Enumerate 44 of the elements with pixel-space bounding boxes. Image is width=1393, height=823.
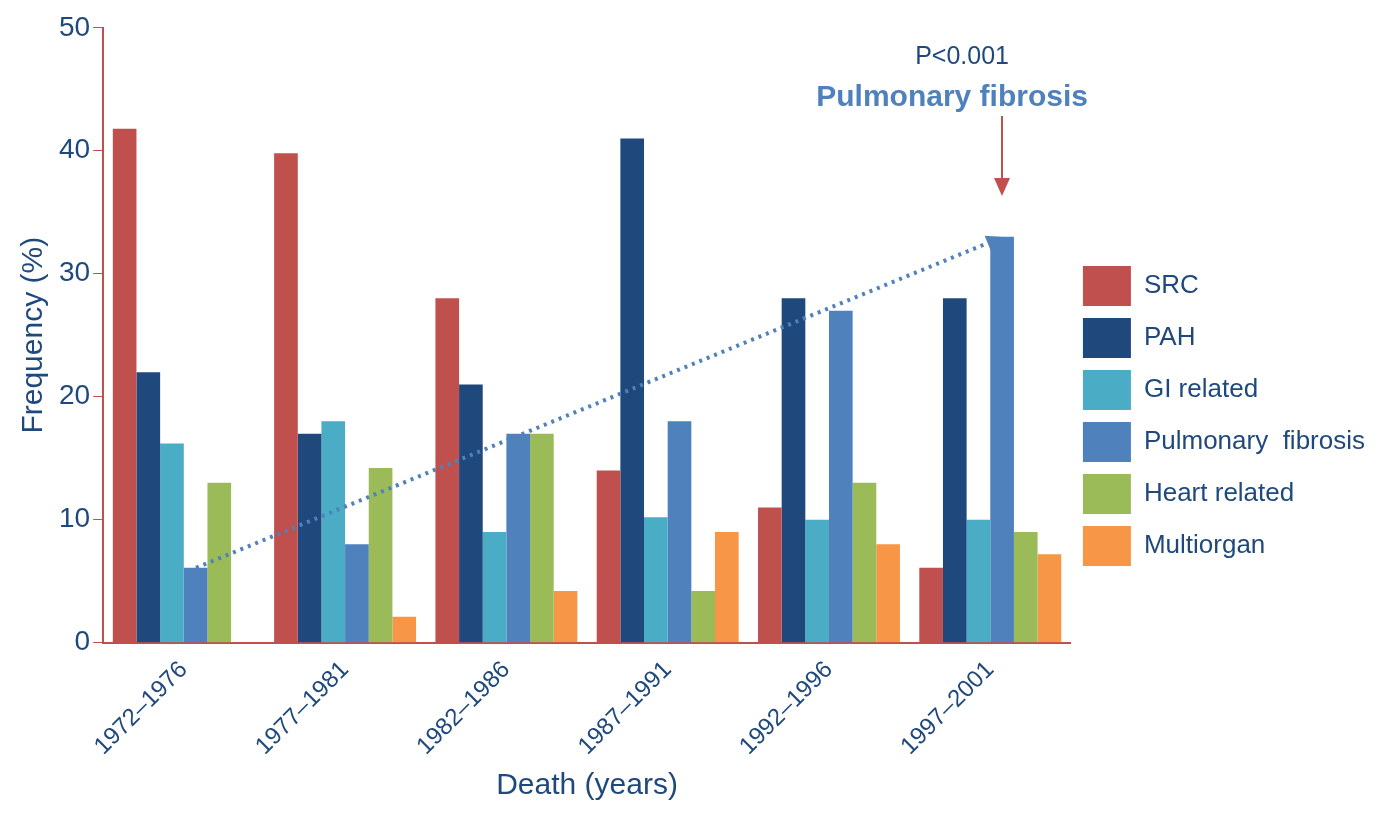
- legend-label: Pulmonary fibrosis: [1143, 425, 1365, 456]
- bar: [160, 443, 184, 643]
- bar: [715, 532, 739, 643]
- bar: [136, 372, 161, 643]
- legend-label: GI related: [1143, 373, 1259, 404]
- bar: [392, 616, 417, 643]
- bar: [781, 298, 806, 643]
- bar: [852, 482, 877, 643]
- bar: [297, 433, 322, 643]
- y-tick-label: 10: [58, 502, 91, 534]
- bar: [620, 138, 645, 643]
- bar: [1013, 532, 1038, 643]
- y-tick-label: 50: [58, 10, 91, 42]
- bar: [876, 544, 900, 643]
- bar: [345, 544, 369, 643]
- bar: [691, 591, 715, 643]
- y-tick-label: 30: [58, 256, 91, 288]
- bar: [368, 468, 393, 643]
- bar: [530, 433, 554, 643]
- bar: [828, 310, 853, 643]
- bar: [942, 298, 967, 643]
- annotation: P<0.001: [915, 41, 1010, 69]
- legend-label: PAH: [1143, 321, 1196, 352]
- bar: [506, 433, 531, 643]
- bar: [459, 384, 483, 643]
- y-tick-label: 20: [58, 379, 91, 411]
- bar: [321, 421, 346, 643]
- y-tick-label: 40: [58, 133, 91, 165]
- legend-label: Multiorgan: [1143, 529, 1266, 560]
- bar: [805, 519, 829, 643]
- legend-label: Heart related: [1143, 477, 1295, 508]
- bar: [183, 567, 208, 643]
- x-axis-title: Death (years): [496, 767, 678, 801]
- bar: [1037, 554, 1062, 643]
- y-axis-title: Frequency (%): [15, 236, 49, 434]
- bar: [482, 532, 507, 643]
- legend-label: SRC: [1143, 269, 1199, 300]
- bar: [644, 517, 668, 643]
- bar: [553, 591, 578, 643]
- y-tick-label: 0: [74, 625, 91, 657]
- annotation: Pulmonary fibrosis: [816, 79, 1088, 112]
- bar: [966, 519, 991, 643]
- bar: [207, 482, 232, 643]
- bar: [667, 421, 692, 643]
